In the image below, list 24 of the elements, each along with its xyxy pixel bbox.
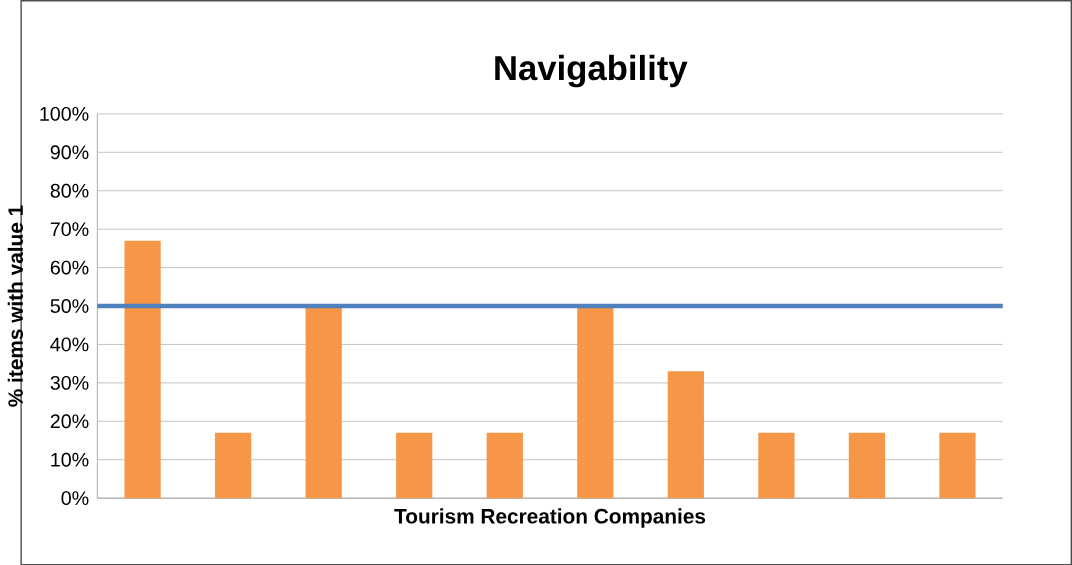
bar: [486, 432, 523, 499]
x-axis-title: Tourism Recreation Companies: [394, 508, 706, 528]
bar: [305, 305, 342, 499]
y-tick-label: 50%: [50, 298, 89, 313]
y-tick-label: 100%: [40, 106, 89, 121]
y-tick-label: 30%: [50, 375, 89, 390]
y-tick-label: 40%: [50, 337, 89, 352]
chart-title: Navigability: [495, 54, 688, 88]
y-tick-label: 60%: [50, 260, 89, 275]
y-tick-label: 90%: [50, 145, 89, 160]
bar: [124, 240, 161, 499]
y-tick-label: 10%: [51, 452, 89, 467]
bar: [577, 305, 614, 499]
y-tick-label: 70%: [50, 222, 89, 236]
bar: [396, 432, 433, 499]
y-tick-label: 20%: [50, 414, 89, 429]
bar: [939, 432, 976, 499]
y-tick-label: 0%: [61, 491, 89, 505]
bar: [848, 432, 886, 499]
bar: [758, 432, 795, 499]
bar: [667, 371, 704, 499]
y-axis-title: % items with value 1: [7, 205, 24, 407]
bar: [215, 432, 252, 499]
y-tick-label: 80%: [50, 183, 89, 198]
